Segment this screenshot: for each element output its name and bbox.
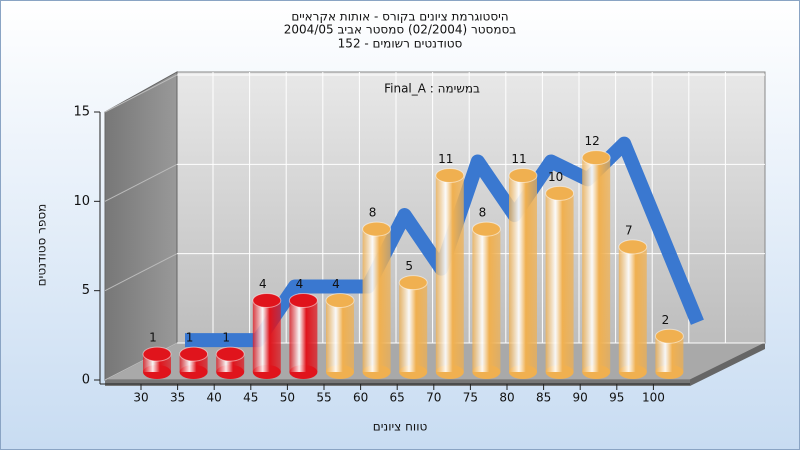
x-tick-label: 95 [609, 391, 624, 405]
value-label: 1 [222, 331, 230, 345]
bar [289, 300, 318, 372]
bar-top [581, 150, 611, 166]
grid-line [104, 163, 178, 202]
x-tick-label: 55 [316, 391, 331, 405]
bar-top [545, 185, 575, 201]
value-label: 4 [332, 277, 340, 291]
title-line: בסמסטר (02/2004) סמסטר אביב 2004/05 [284, 23, 516, 37]
grid-line [104, 74, 178, 113]
value-label: 1 [149, 331, 157, 345]
bar-top [435, 167, 465, 183]
value-label: 1 [186, 331, 194, 345]
bar-top [215, 346, 245, 362]
value-label: 10 [548, 170, 563, 184]
title-line: היסטוגרמת ציונים בקורס - אותות אקראיים [291, 10, 508, 24]
bar-top [398, 275, 428, 291]
value-label: 8 [479, 206, 487, 220]
x-tick-label: 90 [573, 391, 588, 405]
annotation: במשימה : Final_A [384, 82, 480, 96]
x-tick-label: 50 [280, 391, 295, 405]
x-tick-label: 45 [243, 391, 258, 405]
y-tick-label: 15 [73, 105, 90, 120]
bar [326, 300, 354, 372]
bar [399, 282, 428, 372]
bar-top [508, 167, 538, 183]
x-tick-label: 100 [642, 391, 665, 405]
x-tick-label: 40 [207, 391, 222, 405]
y-tick-label: 0 [82, 373, 90, 388]
value-label: 8 [369, 206, 377, 220]
bar [362, 229, 391, 372]
bar-top [618, 239, 648, 255]
x-tick-label: 65 [390, 391, 405, 405]
left-wall [104, 71, 178, 381]
title-line: סטודנטים רשומים - 152 [338, 37, 463, 51]
x-tick-label: 80 [499, 391, 514, 405]
x-axis-label: טווח ציונים [373, 420, 428, 434]
x-tick-label: 85 [536, 391, 551, 405]
bar-top [288, 293, 318, 309]
bar-top [142, 346, 172, 362]
value-label: 4 [259, 277, 267, 291]
value-label: 11 [438, 152, 453, 166]
bar [545, 193, 574, 372]
bar [582, 157, 611, 372]
grid-line [104, 253, 178, 292]
x-tick-label: 75 [463, 391, 478, 405]
value-label: 4 [296, 277, 304, 291]
value-label: 12 [585, 134, 600, 148]
bar [509, 175, 537, 372]
x-tick-label: 30 [133, 391, 148, 405]
y-tick-label: 5 [82, 283, 90, 298]
bar [618, 246, 647, 372]
x-tick-label: 70 [426, 391, 441, 405]
x-tick-label: 35 [170, 391, 185, 405]
bar [472, 229, 501, 372]
bar-top [362, 221, 392, 237]
floor-side [690, 343, 765, 386]
value-label: 2 [662, 313, 670, 327]
bar-top [325, 293, 355, 309]
bar-top [654, 328, 684, 344]
value-label: 7 [625, 223, 633, 237]
value-label: 5 [405, 259, 413, 273]
bar [435, 175, 464, 372]
bar-top [471, 221, 501, 237]
bar-top [252, 293, 282, 309]
value-label: 11 [511, 152, 526, 166]
y-tick-label: 10 [73, 194, 90, 209]
x-tick-label: 60 [353, 391, 368, 405]
y-axis-label: מספר סטודנטים [35, 204, 49, 287]
bar-top [179, 346, 209, 362]
bar [252, 300, 281, 372]
